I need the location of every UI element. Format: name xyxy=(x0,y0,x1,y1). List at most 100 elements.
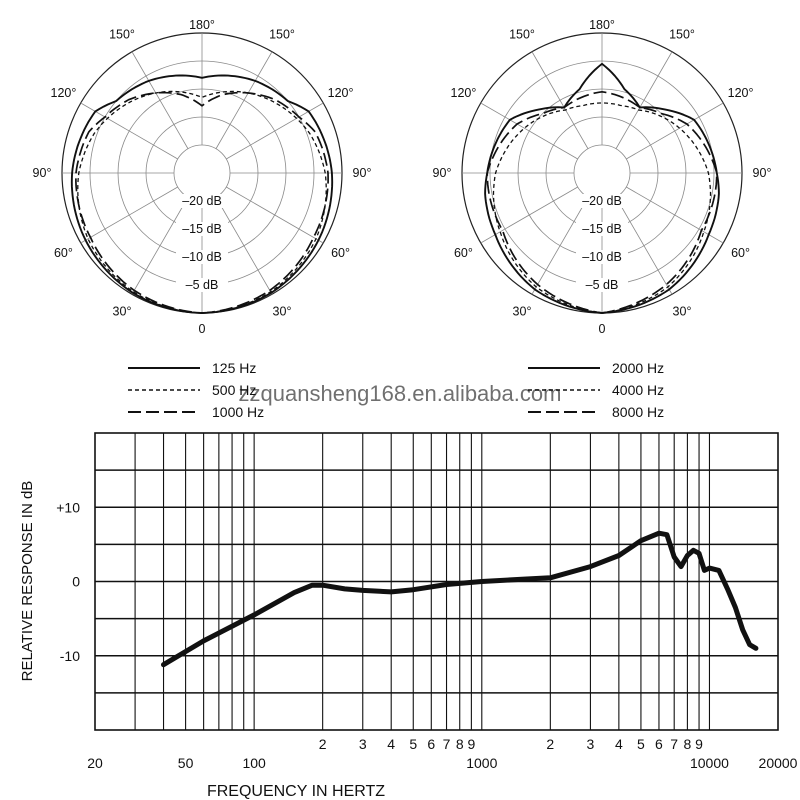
legend-label: 1000 Hz xyxy=(212,404,264,420)
x-tick-label: 5 xyxy=(637,736,645,752)
x-tick-label: 100 xyxy=(242,755,266,771)
legend-label: 2000 Hz xyxy=(612,360,664,376)
polar-angle-label: 120° xyxy=(728,86,754,100)
y-tick-label: 0 xyxy=(72,574,80,590)
y-tick-label: +10 xyxy=(56,499,80,515)
polar-chart-right: 180° 150° 150° 120° 120° 90° 90° 60° 60° 30° 30° 0 –… xyxy=(433,18,772,336)
polar-radial-label: –15 dB xyxy=(182,222,222,236)
polar-spoke xyxy=(480,186,578,244)
x-tick-label: 7 xyxy=(443,736,451,752)
polar-label-bg xyxy=(576,250,628,264)
polar-angle-label: 120° xyxy=(328,86,354,100)
polar-spoke xyxy=(131,51,189,149)
polar-radial-label: –10 dB xyxy=(182,250,222,264)
polar-spoke xyxy=(531,51,589,149)
polar-radial-label: –10 dB xyxy=(582,250,622,264)
polar-angle-label: 30° xyxy=(273,305,292,319)
polar-label-bg xyxy=(176,250,228,264)
polar-angle-label: 60° xyxy=(54,246,73,260)
polar-label-bg xyxy=(176,194,228,208)
polar-series-4000-hz xyxy=(492,102,712,314)
polar-angle-label: 150° xyxy=(509,27,535,41)
x-tick-label: 6 xyxy=(655,736,663,752)
x-tick-label: 9 xyxy=(467,736,475,752)
polar-angle-label: 60° xyxy=(731,246,750,260)
x-tick-label: 1000 xyxy=(466,755,497,771)
polar-chart-left: 180° 150° 150° 120° 120° 90° 90° 60° 60° 30° 30° 0 –… xyxy=(33,18,372,336)
y-axis-title: RELATIVE RESPONSE IN dB xyxy=(19,481,36,682)
x-tick-label: 3 xyxy=(587,736,595,752)
polar-series-8000-hz xyxy=(486,90,718,314)
x-tick-label: 9 xyxy=(695,736,703,752)
polar-radial-label: –5 dB xyxy=(586,278,619,292)
polar-series-2000-hz xyxy=(484,62,720,314)
y-tick-label: -10 xyxy=(60,648,80,664)
x-axis-title: FREQUENCY IN HERTZ xyxy=(207,783,385,800)
polar-radial-label: –20 dB xyxy=(582,194,622,208)
polar-series-125-hz xyxy=(70,74,334,314)
polar-angle-label: 90° xyxy=(33,166,52,180)
x-tick-label: 2 xyxy=(319,736,327,752)
polar-spoke xyxy=(531,197,589,295)
polar-series-500-hz xyxy=(77,90,327,314)
polar-spoke xyxy=(80,186,178,244)
polar-spoke xyxy=(626,102,724,160)
polar-spoke xyxy=(615,51,673,149)
legend-label: 8000 Hz xyxy=(612,404,664,420)
polar-spoke xyxy=(226,102,324,160)
polar-angle-label: 30° xyxy=(513,305,532,319)
polar-spoke xyxy=(215,197,273,295)
x-tick-label: 2 xyxy=(546,736,554,752)
polar-spoke xyxy=(615,197,673,295)
polar-angle-label: 150° xyxy=(109,27,135,41)
plot-frame xyxy=(94,432,779,731)
polar-label-bg xyxy=(176,222,228,236)
legend-label: 500 Hz xyxy=(212,382,256,398)
x-tick-label: 8 xyxy=(684,736,692,752)
polar-angle-label: 120° xyxy=(51,86,77,100)
polar-angle-label: 150° xyxy=(669,27,695,41)
polar-angle-label: 90° xyxy=(353,166,372,180)
polar-label-bg xyxy=(576,194,628,208)
polar-radial-label: –5 dB xyxy=(186,278,219,292)
polar-spoke xyxy=(215,51,273,149)
polar-angle-label: 60° xyxy=(454,246,473,260)
polar-angle-label: 90° xyxy=(433,166,452,180)
response-curve xyxy=(161,530,759,668)
polar-radial-label: –20 dB xyxy=(182,194,222,208)
legend-label: 125 Hz xyxy=(212,360,256,376)
polar-angle-label: 30° xyxy=(673,305,692,319)
x-tick-label: 10000 xyxy=(690,755,729,771)
polar-grid-ring xyxy=(573,144,631,202)
polar-angle-label: 150° xyxy=(269,27,295,41)
polar-spoke xyxy=(480,102,578,160)
polar-angle-label: 90° xyxy=(753,166,772,180)
x-tick-label: 50 xyxy=(178,755,194,771)
polar-grid-ring xyxy=(173,144,231,202)
polar-angle-label: 0 xyxy=(599,322,606,336)
polar-spoke xyxy=(131,197,189,295)
x-tick-label: 20000 xyxy=(759,755,798,771)
x-tick-label: 8 xyxy=(456,736,464,752)
x-tick-label: 7 xyxy=(670,736,678,752)
legend-left: 125 Hz 500 Hz 1000 Hz xyxy=(128,360,264,420)
polar-angle-label: 0 xyxy=(199,322,206,336)
polar-angle-label: 30° xyxy=(113,305,132,319)
polar-spoke xyxy=(626,186,724,244)
legend-right: 2000 Hz 4000 Hz 8000 Hz xyxy=(528,360,664,420)
legend-label: 4000 Hz xyxy=(612,382,664,398)
polar-label-bg xyxy=(576,222,628,236)
polar-spoke xyxy=(226,186,324,244)
polar-angle-label: 180° xyxy=(589,18,615,32)
x-tick-label: 4 xyxy=(387,736,395,752)
polar-radial-label: –15 dB xyxy=(582,222,622,236)
polar-angle-label: 60° xyxy=(331,246,350,260)
watermark: zzquansheng168.en.alibaba.com xyxy=(239,381,562,406)
x-tick-label: 3 xyxy=(359,736,367,752)
x-tick-label: 6 xyxy=(427,736,435,752)
polar-angle-label: 180° xyxy=(189,18,215,32)
polar-label-bg xyxy=(576,278,628,292)
x-tick-label: 20 xyxy=(87,755,103,771)
